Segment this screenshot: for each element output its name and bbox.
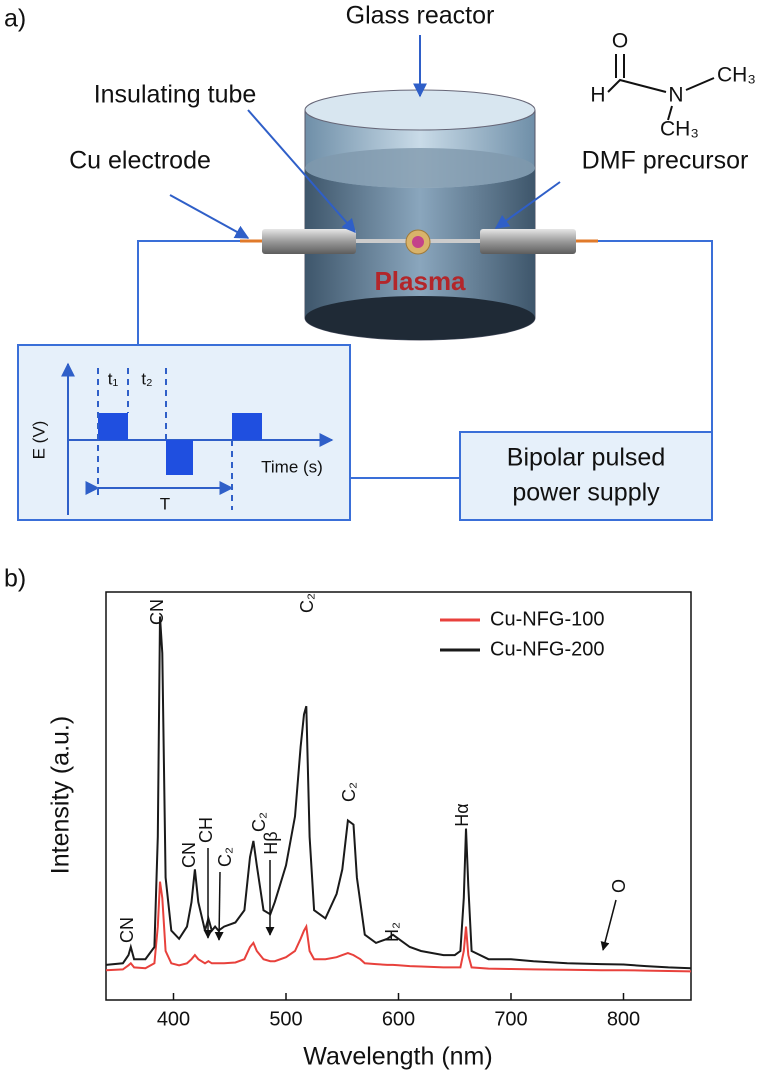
x-tick-label: 700 (494, 1008, 527, 1030)
inset-label: E (V) (29, 421, 48, 460)
pulse (166, 440, 193, 475)
peak-label: C₂ (215, 847, 235, 867)
y-axis-title: Intensity (a.u.) (47, 716, 75, 874)
pulse (98, 413, 128, 440)
power-label: Bipolar pulsed (507, 444, 665, 472)
atom: N (668, 84, 683, 107)
peak-arrow (214, 871, 224, 941)
panel-label: b) (4, 565, 26, 593)
label: Insulating tube (94, 81, 257, 109)
insulating-tube (262, 229, 356, 254)
wire (137, 240, 240, 345)
power-label: power supply (512, 479, 660, 507)
inset-label: T (160, 494, 170, 513)
x-axis-title: Wavelength (nm) (303, 1043, 492, 1071)
peak-label: O (609, 879, 629, 893)
plasma-core (412, 236, 424, 248)
spectrum-line (105, 881, 692, 973)
atom: H (590, 84, 605, 107)
wire (598, 240, 713, 432)
inset-label: Time (s) (261, 457, 323, 476)
plasma-label: Plasma (374, 266, 466, 296)
x-tick-label: 600 (382, 1008, 415, 1030)
label: Glass reactor (346, 2, 495, 30)
peak-label: C₂ (249, 812, 269, 832)
inset-label: t₂ (141, 369, 152, 388)
liquid-surface (305, 148, 535, 188)
peak-label: Hα (452, 803, 472, 826)
x-tick-label: 800 (607, 1008, 640, 1030)
arrow (494, 181, 561, 229)
arrow (169, 194, 250, 239)
insulating-tube (480, 229, 576, 254)
guide (97, 368, 233, 510)
dmf-molecule: O H N CH₃ CH₃ (590, 30, 755, 141)
inset-label: t₁ (108, 369, 119, 388)
arrow (247, 109, 356, 234)
atom: O (612, 30, 628, 53)
panel-label: a) (4, 5, 26, 33)
panel-b: b) Wavelength (nm) Intensity (a.u.) 400 5… (4, 565, 692, 1071)
label: DMF precursor (582, 147, 749, 175)
legend-label: Cu-NFG-200 (490, 638, 604, 660)
spectrum-line (105, 616, 692, 970)
peak-label: CN (179, 842, 199, 868)
peak-label: CN (117, 917, 137, 943)
peak-label: CN (147, 599, 167, 625)
peak-arrow (600, 899, 617, 951)
power-supply (459, 431, 713, 521)
panel-a: a) Plasma Glass reactor Insulating tube … (4, 2, 756, 521)
pulse (232, 413, 262, 440)
peak-label: C₂ (297, 593, 317, 613)
peak-label: C₂ (339, 782, 359, 802)
x-tick-label: 500 (269, 1008, 302, 1030)
label: Cu electrode (69, 147, 211, 175)
peak-label: Hβ (261, 831, 281, 854)
bond (607, 54, 715, 121)
peak-label: H₂ (382, 922, 402, 942)
legend-label: Cu-NFG-100 (490, 608, 604, 630)
atom: CH₃ (660, 118, 699, 141)
reactor-bottom (305, 296, 535, 340)
peak-label: CH (196, 817, 216, 843)
x-tick-label: 400 (157, 1008, 190, 1030)
atom: CH₃ (717, 64, 756, 87)
